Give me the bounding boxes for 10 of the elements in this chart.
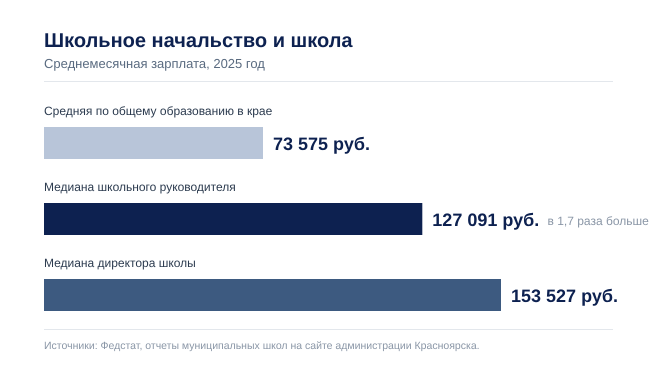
data-label: 127 091 руб.: [432, 210, 540, 230]
chart-title: Школьное начальство и школа: [44, 30, 354, 52]
text: в 1,7 раза больше: [548, 214, 650, 228]
text: Источники: Федстат, отчеты муниципальных школ на сайте администрации Красноярска.: [44, 340, 480, 352]
y-tick-label: Медиана школьного руководителя: [44, 180, 236, 194]
y-tick-label: Средняя по общему образованию в крае: [44, 104, 273, 118]
chart-subtitle: Среднемесячная зарплата, 2025 год: [44, 56, 266, 71]
data-label: 73 575 руб.: [273, 134, 370, 154]
data-label: 153 527 руб.: [511, 286, 618, 306]
y-tick-label: Медиана директора школы: [44, 256, 196, 270]
